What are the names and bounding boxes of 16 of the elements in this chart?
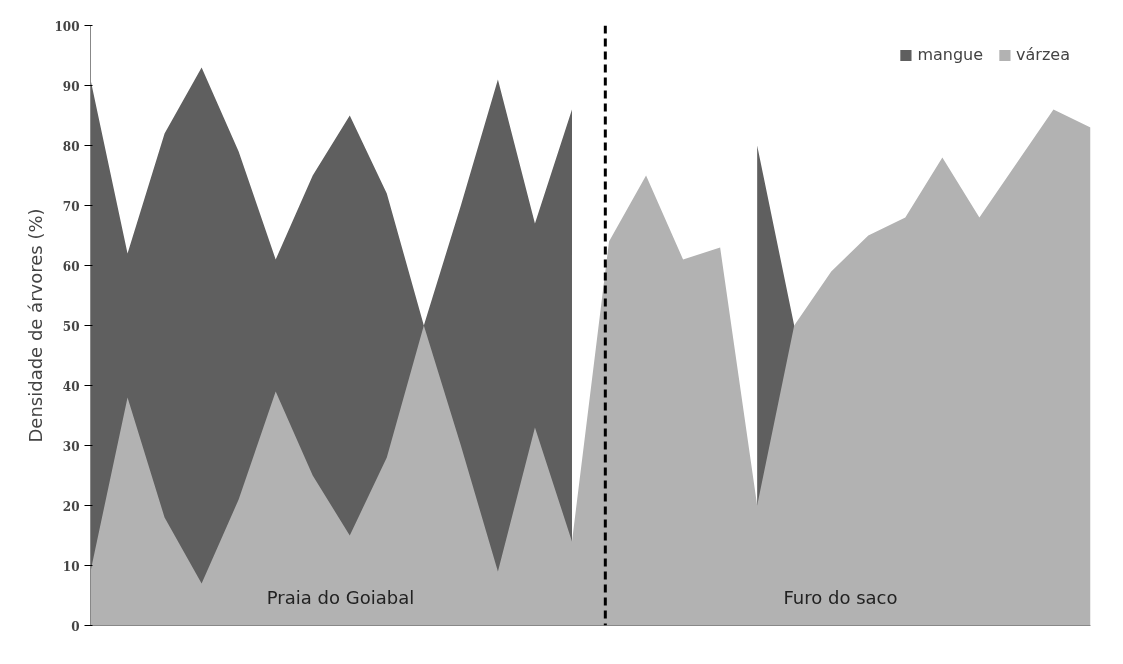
y-tick-label: 50 [62, 319, 80, 334]
y-axis-title: Densidade de árvores (%) [25, 208, 47, 443]
y-tick-label: 0 [71, 619, 80, 634]
y-tick-label: 90 [62, 79, 80, 94]
legend-label: várzea [1016, 45, 1070, 64]
legend-label: mangue [917, 45, 984, 64]
y-tick-label: 70 [62, 199, 80, 214]
y-tick-label: 30 [62, 439, 80, 454]
y-tick-label: 100 [54, 19, 80, 34]
annotation: Furo do saco [783, 587, 898, 608]
y-tick-label: 40 [62, 379, 80, 394]
y-tick-label: 20 [62, 499, 80, 514]
y-tick-label: 60 [62, 259, 80, 274]
y-tick-label: 10 [62, 559, 80, 574]
y-tick-label: 80 [62, 139, 80, 154]
annotation: Praia do Goiabal [266, 587, 415, 608]
